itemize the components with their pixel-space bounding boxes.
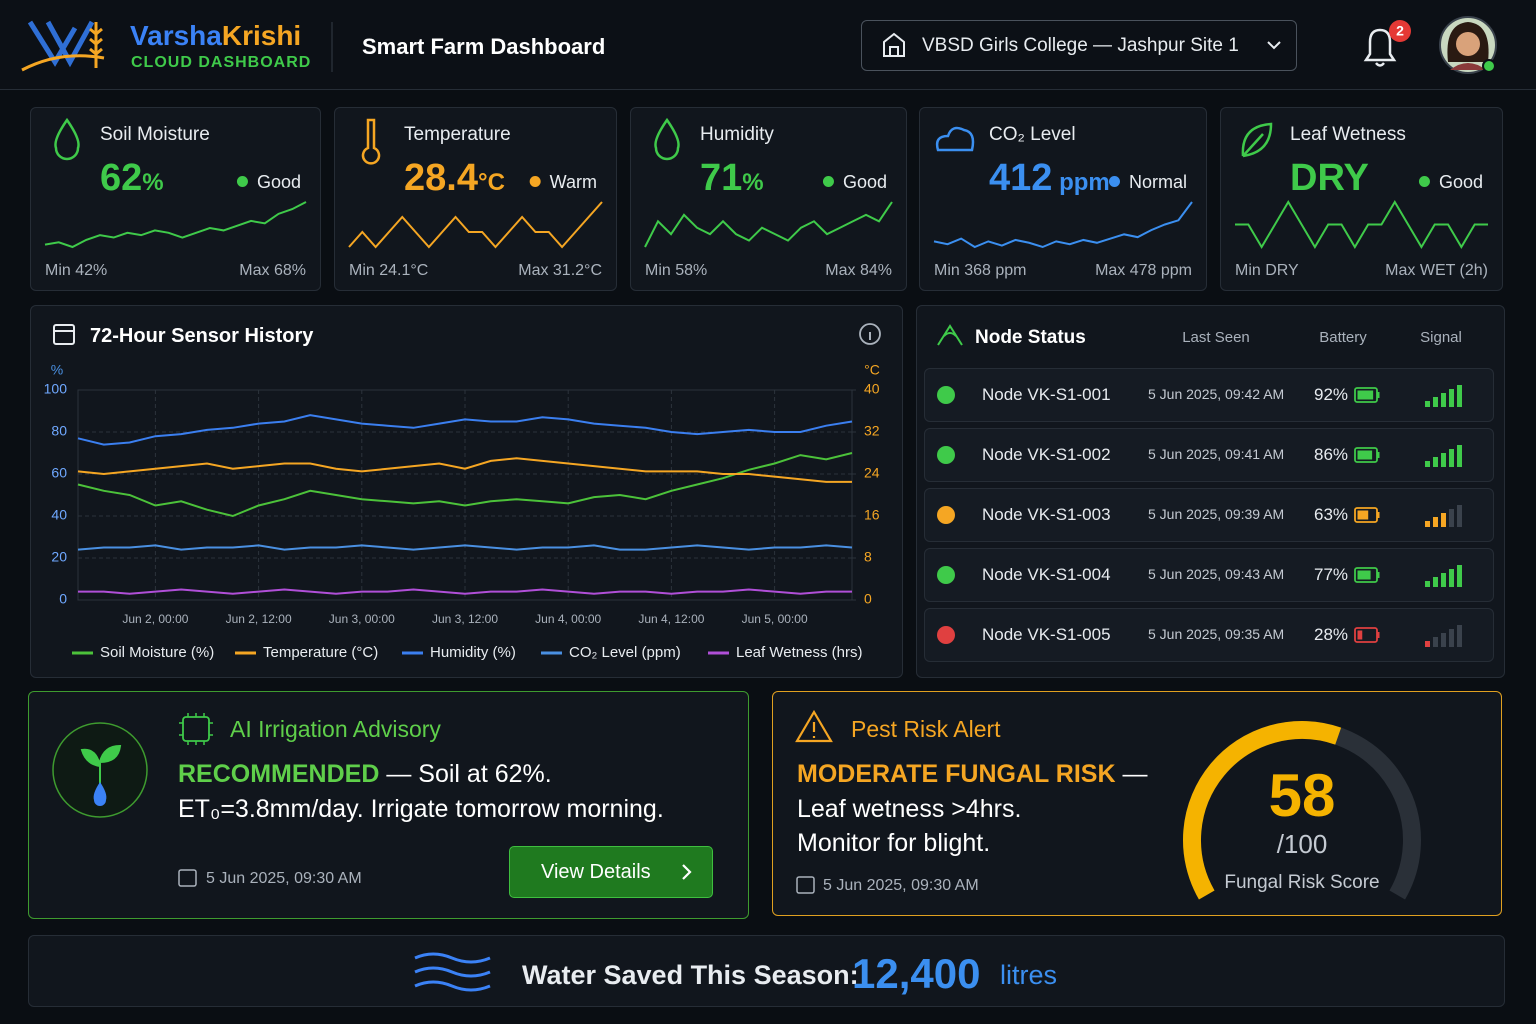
brand-sub: CLOUD DASHBOARD — [131, 54, 312, 71]
pest-text: Leaf wetness >4hrs. — [797, 795, 1022, 823]
last-seen: 5 Jun 2025, 09:41 AM — [1148, 446, 1285, 462]
button-label: View Details — [541, 861, 651, 883]
node-name: Node VK-S1-004 — [982, 565, 1111, 584]
node-name: Node VK-S1-001 — [982, 385, 1111, 404]
metric-label: Leaf Wetness — [1290, 124, 1406, 145]
water-value: 12,400 — [852, 950, 981, 997]
pest-text: Monitor for blight. — [797, 829, 991, 857]
metric-status: Good — [236, 173, 301, 191]
metric-status: Good — [822, 173, 887, 191]
node-name: Node VK-S1-005 — [982, 625, 1111, 644]
metric-value: 412 ppm — [989, 159, 1110, 197]
last-seen: 5 Jun 2025, 09:39 AM — [1148, 506, 1285, 522]
node-row — [924, 368, 1494, 422]
status-dot — [1418, 176, 1430, 187]
metric-number: 412 — [989, 157, 1053, 199]
metric-label: Humidity — [700, 124, 774, 145]
metric-min: Min 24.1°C — [349, 262, 429, 279]
water-unit: litres — [1000, 960, 1058, 990]
metric-unit: % — [742, 169, 764, 196]
metric-unit: % — [142, 169, 164, 196]
view-details-button[interactable]: View Details — [509, 846, 713, 898]
metric-min: Min DRY — [1235, 262, 1299, 279]
metric-max: Max 478 ppm — [1095, 262, 1192, 279]
status-dot — [236, 176, 248, 187]
metric-unit: °C — [477, 169, 505, 196]
water-panel — [28, 935, 1505, 1007]
history-panel — [30, 305, 903, 678]
metric-max: Max 84% — [825, 262, 892, 279]
battery-label: 77% — [1314, 565, 1349, 584]
node-row — [924, 428, 1494, 482]
metric-label: Soil Moisture — [100, 124, 210, 145]
column-header: Battery — [1319, 329, 1367, 346]
status-dot — [822, 176, 834, 187]
brand: VarshaKrishi — [130, 22, 301, 50]
chart-title: 72-Hour Sensor History — [90, 325, 314, 347]
battery-label: 86% — [1314, 445, 1349, 464]
column-header: Signal — [1420, 329, 1462, 346]
metric-number: 62 — [100, 157, 143, 199]
metric-max: Max 31.2°C — [518, 262, 602, 279]
node-row — [924, 488, 1494, 542]
metric-value: 62% — [100, 159, 164, 197]
metric-value: 28.4°C — [404, 159, 505, 197]
headline-rest: — Soil at 62%. — [379, 760, 552, 788]
battery-label: 92% — [1314, 385, 1349, 404]
metric-status: Good — [1418, 173, 1483, 191]
brand-a: Varsha — [130, 20, 222, 51]
advisory-text: ET₀=3.8mm/day. Irrigate tomorrow morning… — [178, 795, 664, 823]
metric-label: CO₂ Level — [989, 124, 1076, 145]
headline-strong: MODERATE FUNGAL RISK — [797, 760, 1116, 788]
status-dot — [1108, 176, 1120, 187]
advisory-headline: RECOMMENDED — Soil at 62%. — [178, 762, 552, 787]
node-name: Node VK-S1-002 — [982, 445, 1111, 464]
metric-card — [334, 107, 617, 291]
site-name: VBSD Girls College — Jashpur Site 1 — [922, 35, 1239, 56]
advisory-panel — [28, 691, 749, 919]
pest-time: 5 Jun 2025, 09:30 AM — [823, 877, 979, 894]
metric-value: DRY — [1290, 159, 1369, 197]
metric-max: Max WET (2h) — [1385, 262, 1488, 279]
metric-number: 71 — [700, 157, 743, 199]
battery-label: 28% — [1314, 625, 1349, 644]
brand-b: Krishi — [221, 20, 302, 51]
site-selector[interactable] — [861, 20, 1297, 71]
node-name: Node VK-S1-003 — [982, 505, 1111, 524]
metric-min: Min 42% — [45, 262, 108, 279]
metric-status: Warm — [529, 173, 597, 191]
metric-label: Temperature — [404, 124, 511, 145]
metric-status: Normal — [1108, 173, 1187, 191]
metric-unit: ppm — [1052, 169, 1110, 196]
last-seen: 5 Jun 2025, 09:42 AM — [1148, 386, 1285, 402]
metric-number: DRY — [1290, 157, 1369, 199]
node-row — [924, 608, 1494, 662]
column-header: Last Seen — [1182, 329, 1250, 346]
metric-max: Max 68% — [239, 262, 306, 279]
advisory-time: 5 Jun 2025, 09:30 AM — [206, 870, 362, 887]
status-dot — [529, 176, 541, 187]
pest-headline: MODERATE FUNGAL RISK — — [797, 762, 1147, 787]
metric-number: 28.4 — [404, 157, 478, 199]
node-title: Node Status — [975, 327, 1086, 348]
last-seen: 5 Jun 2025, 09:35 AM — [1148, 626, 1285, 642]
metric-min: Min 58% — [645, 262, 708, 279]
pest-title: Pest Risk Alert — [851, 716, 1001, 742]
last-seen: 5 Jun 2025, 09:43 AM — [1148, 566, 1285, 582]
page-title: Smart Farm Dashboard — [362, 34, 606, 59]
water-label: Water Saved This Season: — [522, 960, 859, 990]
metric-card — [1220, 107, 1503, 291]
advisory-title: AI Irrigation Advisory — [230, 716, 441, 742]
battery-label: 63% — [1314, 505, 1349, 524]
node-row — [924, 548, 1494, 602]
headline-rest: — — [1115, 760, 1148, 788]
headline-strong: RECOMMENDED — [178, 760, 380, 788]
metric-value: 71% — [700, 159, 764, 197]
metric-min: Min 368 ppm — [934, 262, 1027, 279]
